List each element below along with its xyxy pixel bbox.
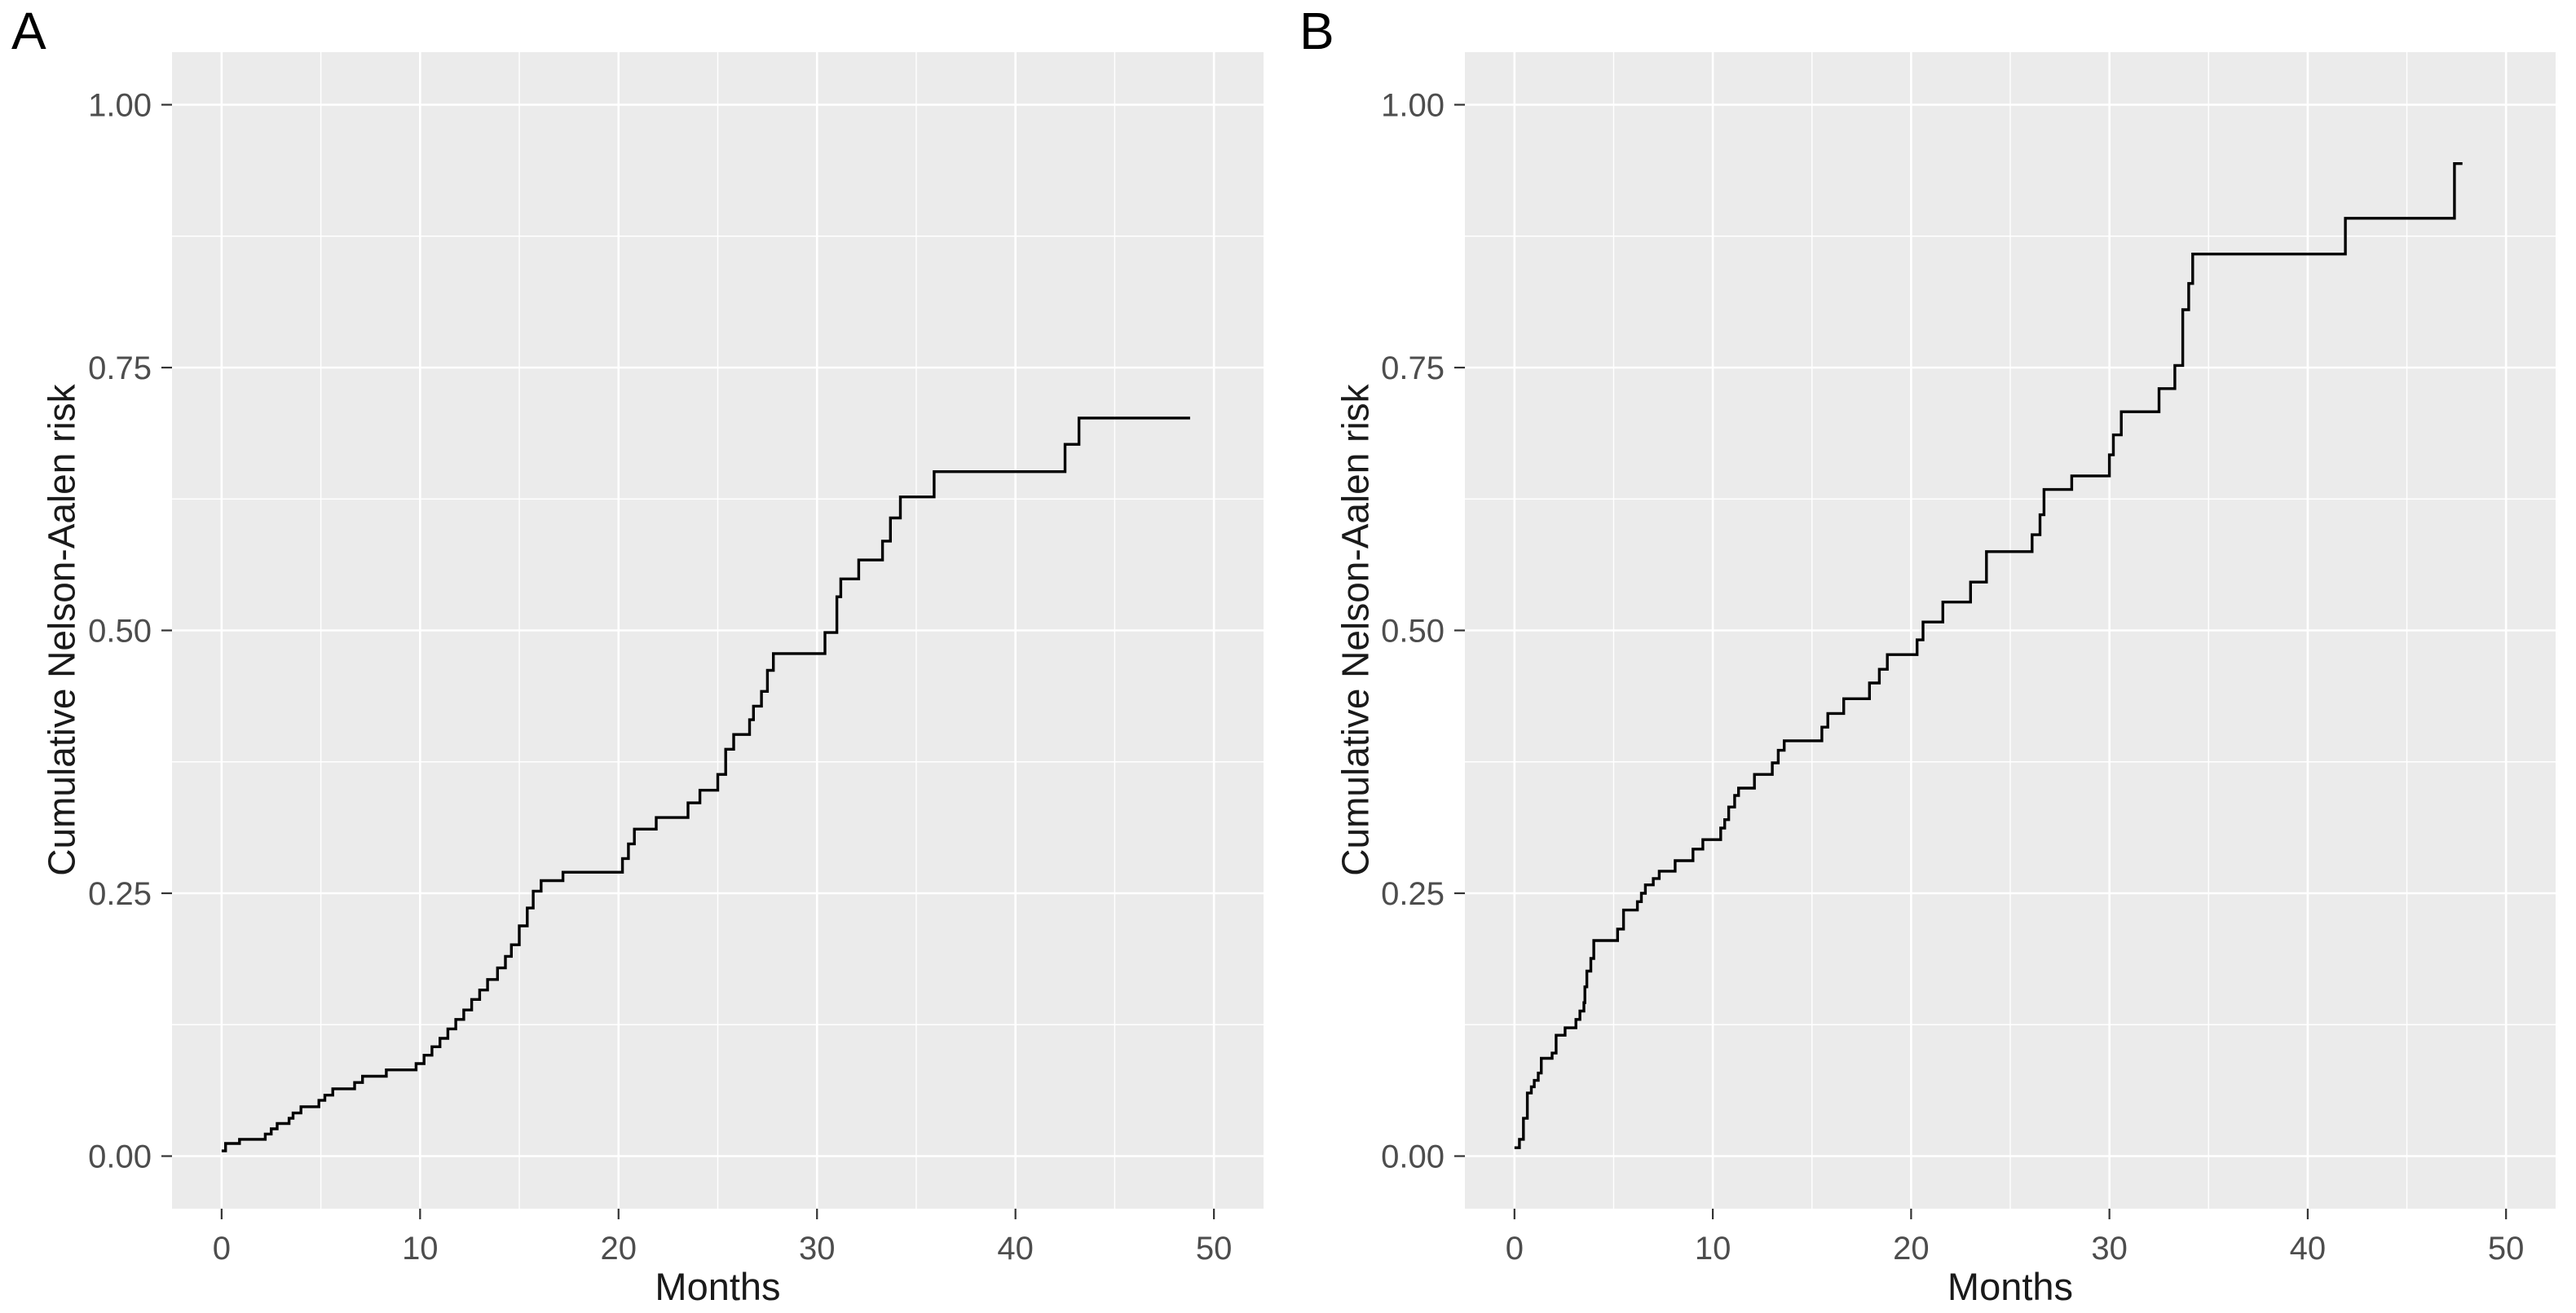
y-axis-title-b: Cumulative Nelson-Aalen risk [1334,384,1377,876]
risk-step-curve-A [221,416,1190,1152]
y-tick-label: 1.00 [1381,88,1445,124]
x-tick-label: 40 [2290,1231,2327,1267]
x-tick-label: 0 [213,1231,231,1267]
y-tick-label: 0.25 [1381,876,1445,912]
x-tick-label: 0 [1506,1231,1524,1267]
y-tick-label: 1.00 [88,88,152,124]
x-tick-label: 10 [1695,1231,1731,1267]
panel-label-b: B [1299,2,1334,60]
y-tick-label: 0.25 [88,876,152,912]
x-tick-label: 40 [997,1231,1034,1267]
x-tick-label: 10 [402,1231,439,1267]
y-tick-label: 0.50 [1381,614,1445,650]
y-tick-label: 0.75 [1381,350,1445,386]
x-tick-label: 30 [799,1231,836,1267]
x-tick-label: 50 [2488,1231,2525,1267]
x-tick-label: 50 [1196,1231,1233,1267]
y-tick-label: 0.50 [88,614,152,650]
y-axis-title-a: Cumulative Nelson-Aalen risk [40,384,83,876]
x-tick-label: 20 [601,1231,637,1267]
x-tick-label: 30 [2091,1231,2128,1267]
x-axis-title-a: Months [655,1265,781,1308]
x-axis-title-b: Months [1947,1265,2074,1308]
panel-label-a: A [11,2,46,60]
y-tick-label: 0.00 [1381,1139,1445,1175]
y-tick-label: 0.00 [88,1139,152,1175]
risk-step-curve-B [1514,162,2463,1149]
y-tick-label: 0.75 [88,350,152,386]
x-tick-label: 20 [1893,1231,1930,1267]
